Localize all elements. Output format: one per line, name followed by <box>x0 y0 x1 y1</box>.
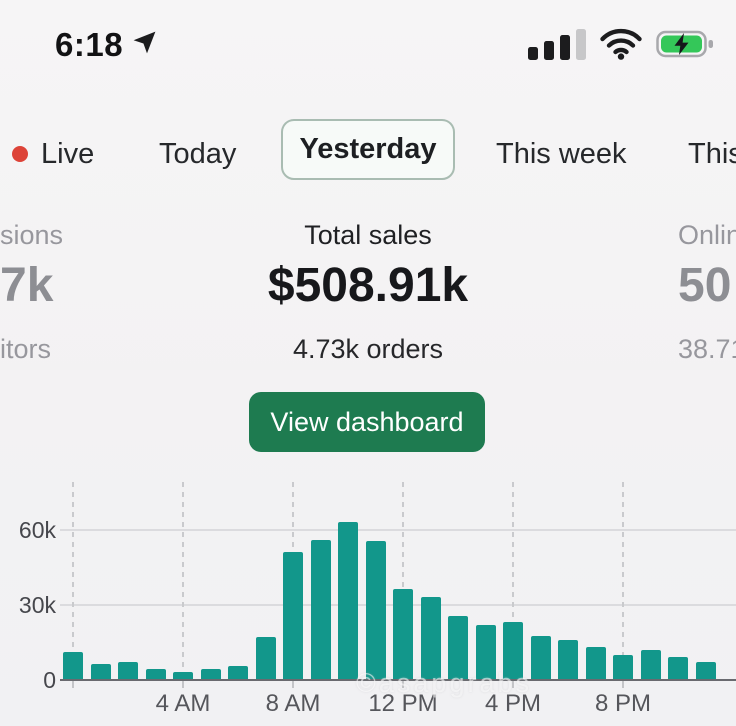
tab-today[interactable]: Today <box>159 130 236 178</box>
tab-this-week-label: This week <box>496 137 627 170</box>
sales-bar-9-am <box>310 540 331 680</box>
gridline-x-dashed <box>622 482 624 680</box>
sales-bar-3-am <box>145 669 166 680</box>
x-axis-tick <box>72 680 74 688</box>
total-sales-value: $508.91k <box>267 259 469 312</box>
tab-live-label: Live <box>41 137 95 170</box>
right-stat-value-partial: 50 <box>678 259 732 312</box>
sales-bar-6-pm <box>558 640 578 680</box>
sales-bar-7-pm <box>585 647 606 680</box>
tab-this-month-partial[interactable]: This <box>688 130 736 178</box>
x-axis-tick-label: 8 PM <box>594 690 651 717</box>
sales-bar-12-am <box>63 652 83 680</box>
sales-bar-4-am <box>173 672 193 680</box>
x-axis-tick <box>622 680 624 688</box>
view-dashboard-button[interactable]: View dashboard <box>249 392 485 452</box>
x-axis-tick-label: 12 PM <box>368 690 438 717</box>
sales-bar-8-am <box>283 552 303 680</box>
sales-bar-12-pm <box>393 589 413 680</box>
sales-bar-1-pm <box>420 597 441 680</box>
gridline-x-dashed <box>72 482 74 680</box>
total-sales-label: Total sales <box>304 220 432 250</box>
right-stat-sub-partial: 38.71 <box>678 334 736 364</box>
y-axis-tick-label: 60k <box>18 517 56 543</box>
cellular-signal-icon <box>528 28 586 65</box>
x-axis-tick <box>292 680 294 688</box>
tab-this-month-label: This <box>688 137 736 170</box>
live-dot-icon <box>12 146 28 162</box>
x-axis-tick-label: 4 PM <box>484 690 541 717</box>
hourly-sales-bar-chart: 0 30k 60k 4 AM 8 AM 12 PM 4 PM 8 PM <box>0 480 736 726</box>
sales-bar-5-pm <box>530 636 551 680</box>
gridline-x-dashed <box>512 482 514 680</box>
y-axis-tick-label: 0 <box>43 667 56 693</box>
gridline-x-dashed <box>182 482 184 680</box>
tab-today-label: Today <box>159 137 237 170</box>
x-axis-tick <box>512 680 514 688</box>
wifi-icon <box>599 28 643 65</box>
sales-bar-5-am <box>200 669 221 680</box>
sales-bar-7-am <box>255 637 276 680</box>
x-axis-line <box>60 679 736 681</box>
x-axis-tick <box>182 680 184 688</box>
sales-bar-8-pm <box>613 655 633 680</box>
gridline-x-dashed <box>402 482 404 680</box>
left-stat-value-partial: 7k <box>0 259 54 312</box>
sales-bar-2-am <box>118 662 138 680</box>
sales-bar-10-am <box>338 522 358 680</box>
sales-bar-1-am <box>90 664 111 680</box>
status-bar-left: 6:18 <box>55 26 158 64</box>
x-axis-tick-label: 8 AM <box>265 690 321 717</box>
sales-bar-4-pm <box>503 622 523 680</box>
sales-bar-2-pm <box>448 616 468 680</box>
x-axis-tick-label: 4 AM <box>155 690 211 717</box>
battery-charging-icon <box>656 28 714 65</box>
x-axis-tick <box>402 680 404 688</box>
right-stat-label-partial: Onlin <box>678 220 736 250</box>
status-bar-right <box>528 28 714 65</box>
location-arrow-icon <box>131 29 158 61</box>
sales-bar-9-pm <box>640 650 661 680</box>
tab-yesterday[interactable]: Yesterday <box>281 119 455 180</box>
tab-yesterday-label: Yesterday <box>299 133 437 165</box>
left-stat-label-partial: sions <box>0 220 64 250</box>
sales-bar-11-am <box>365 541 386 680</box>
left-stat-sub-partial: itors <box>0 334 52 364</box>
sales-bar-3-pm <box>475 625 496 680</box>
gridline-y <box>60 529 736 531</box>
sales-bar-11-pm <box>695 662 716 680</box>
sales-bar-10-pm <box>668 657 688 680</box>
tab-this-week[interactable]: This week <box>496 130 627 178</box>
status-time: 6:18 <box>55 26 124 63</box>
orders-count: 4.73k orders <box>292 334 444 364</box>
tab-live[interactable]: Live <box>12 130 94 178</box>
y-axis-tick-label: 30k <box>18 592 56 618</box>
sales-bar-6-am <box>228 666 248 680</box>
